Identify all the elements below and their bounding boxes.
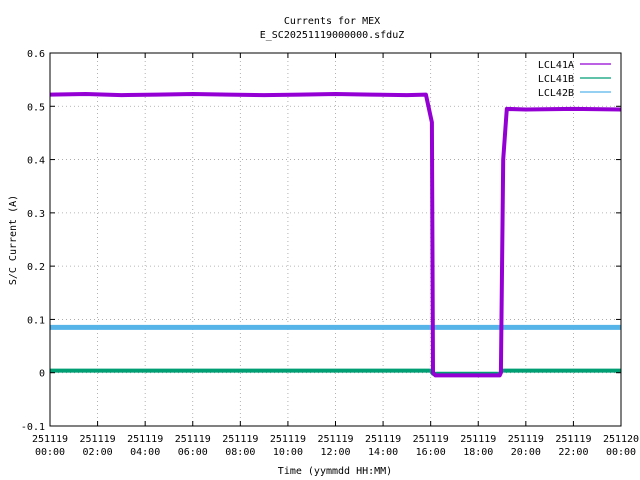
legend-label: LCL42B bbox=[538, 88, 574, 99]
y-tick-label: 0.1 bbox=[27, 315, 45, 326]
x-tick-label-date: 251119 bbox=[127, 434, 163, 445]
x-tick-label-date: 251119 bbox=[365, 434, 401, 445]
chart-title: Currents for MEX bbox=[284, 16, 380, 27]
x-tick-label-time: 18:00 bbox=[463, 447, 493, 458]
x-tick-label-time: 22:00 bbox=[558, 447, 588, 458]
x-tick-label-date: 251119 bbox=[32, 434, 68, 445]
x-tick-label-time: 06:00 bbox=[178, 447, 208, 458]
x-tick-label-date: 251119 bbox=[175, 434, 211, 445]
y-axis: -0.1 0 0.1 0.2 0.3 0.4 0.5 0.6 bbox=[21, 49, 621, 433]
x-tick-label-date: 251119 bbox=[317, 434, 353, 445]
x-tick-label-time: 20:00 bbox=[511, 447, 541, 458]
legend: LCL41A LCL41B LCL42B bbox=[538, 60, 611, 99]
chart-subtitle: E_SC20251119000000.sfduZ bbox=[260, 30, 405, 41]
legend-label: LCL41B bbox=[538, 74, 574, 85]
x-tick-label-date: 251119 bbox=[222, 434, 258, 445]
x-tick-label-time: 10:00 bbox=[273, 447, 303, 458]
x-axis: 251119 00:00 251119 02:00 251119 04:00 251119 0… bbox=[32, 53, 639, 458]
y-tick-label: -0.1 bbox=[21, 422, 45, 433]
x-tick-label-time: 00:00 bbox=[606, 447, 636, 458]
y-tick-label: 0.2 bbox=[27, 262, 45, 273]
x-axis-label: Time (yymmdd HH:MM) bbox=[278, 466, 392, 477]
x-tick-label-time: 00:00 bbox=[35, 447, 65, 458]
series-lines bbox=[49, 92, 622, 378]
x-tick-label-time: 16:00 bbox=[416, 447, 446, 458]
y-tick-label: 0.3 bbox=[27, 209, 45, 220]
x-tick-label-time: 04:00 bbox=[130, 447, 160, 458]
x-tick-label-date: 251119 bbox=[460, 434, 496, 445]
x-tick-label-date: 251119 bbox=[508, 434, 544, 445]
x-tick-label-date: 251119 bbox=[555, 434, 591, 445]
y-tick-label: 0.4 bbox=[27, 156, 45, 167]
x-tick-label-date: 251119 bbox=[413, 434, 449, 445]
y-tick-label: 0.5 bbox=[27, 102, 45, 113]
y-tick-label: 0.6 bbox=[27, 49, 45, 60]
series-line-lcl41a bbox=[49, 92, 622, 378]
x-tick-label-time: 02:00 bbox=[83, 447, 113, 458]
x-tick-label-time: 12:00 bbox=[320, 447, 350, 458]
legend-label: LCL41A bbox=[538, 60, 574, 71]
y-axis-label: S/C Current (A) bbox=[8, 195, 19, 285]
x-tick-label-date: 251120 bbox=[603, 434, 639, 445]
x-tick-label-time: 08:00 bbox=[225, 447, 255, 458]
x-tick-label-date: 251119 bbox=[270, 434, 306, 445]
y-tick-label: 0 bbox=[39, 369, 45, 380]
x-tick-label-date: 251119 bbox=[80, 434, 116, 445]
x-tick-label-time: 14:00 bbox=[368, 447, 398, 458]
